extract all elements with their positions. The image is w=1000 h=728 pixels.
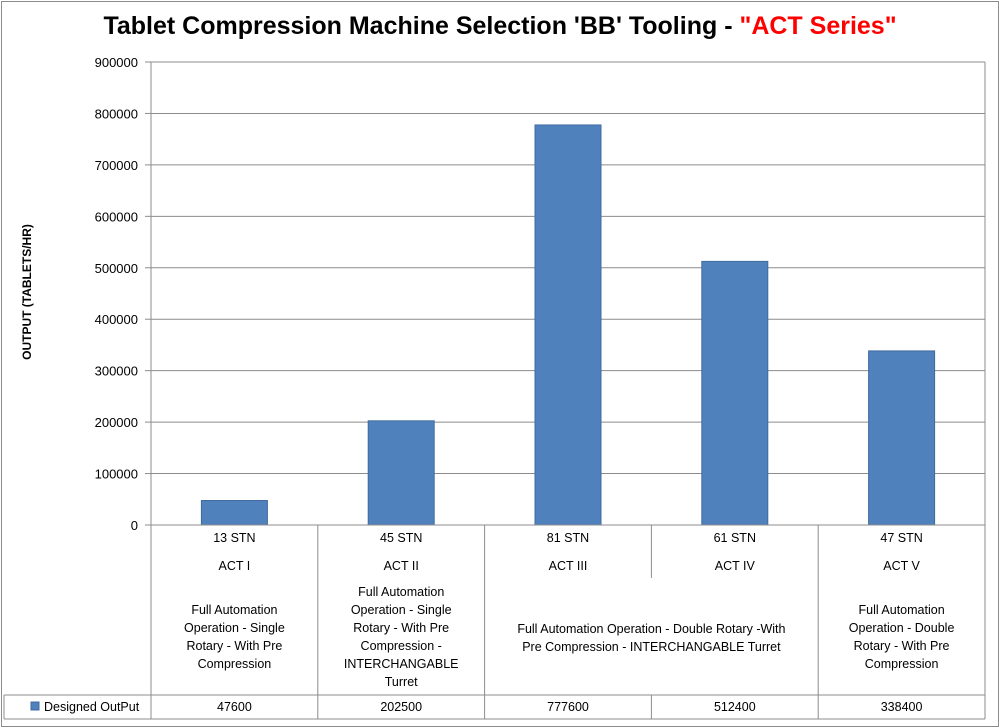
category-description-line: Full Automation xyxy=(859,603,945,617)
category-description-line: Rotary - With Pre xyxy=(186,639,282,653)
bar xyxy=(701,260,769,526)
category-description-line: Operation - Single xyxy=(184,621,285,635)
category-model-label: ACT V xyxy=(883,559,920,573)
legend-swatch xyxy=(30,701,40,711)
bar xyxy=(534,124,602,526)
y-tick-label: 0 xyxy=(131,518,138,533)
y-tick-label: 100000 xyxy=(95,467,138,482)
y-tick-label: 400000 xyxy=(95,312,138,327)
category-description-line: Compression - xyxy=(361,639,442,653)
category-description-line: Rotary - With Pre xyxy=(854,639,950,653)
category-stations-label: 61 STN xyxy=(714,531,756,545)
chart-title-highlight: "ACT Series" xyxy=(739,12,897,40)
category-description-line: INTERCHANGABLE xyxy=(344,657,459,671)
legend-label: Designed OutPut xyxy=(44,700,140,714)
category-stations-label: 45 STN xyxy=(380,531,422,545)
category-description-line: Compression xyxy=(198,657,272,671)
data-value-label: 777600 xyxy=(547,700,589,714)
category-stations-label: 81 STN xyxy=(547,531,589,545)
category-description-line: Turret xyxy=(385,675,418,689)
category-model-label: ACT III xyxy=(549,559,588,573)
category-model-label: ACT I xyxy=(219,559,251,573)
bar xyxy=(200,500,268,526)
category-stations-label: 13 STN xyxy=(213,531,255,545)
bar xyxy=(367,420,435,526)
data-value-label: 202500 xyxy=(380,700,422,714)
y-tick-label: 200000 xyxy=(95,415,138,430)
chart-title: Tablet Compression Machine Selection 'BB… xyxy=(0,12,1000,41)
category-description-line: Rotary - With Pre xyxy=(353,621,449,635)
y-tick-label: 900000 xyxy=(95,55,138,70)
y-tick-label: 700000 xyxy=(95,158,138,173)
y-tick-label: 300000 xyxy=(95,364,138,379)
y-tick-label: 600000 xyxy=(95,209,138,224)
merged-description-line: Pre Compression - INTERCHANGABLE Turret xyxy=(522,640,781,654)
chart-title-main: Tablet Compression Machine Selection 'BB… xyxy=(103,12,740,40)
category-model-label: ACT II xyxy=(384,559,419,573)
category-description-line: Operation - Single xyxy=(351,603,452,617)
category-description-line: Full Automation xyxy=(191,603,277,617)
category-description-line: Compression xyxy=(865,657,939,671)
merged-description-line: Full Automation Operation - Double Rotar… xyxy=(517,622,785,636)
y-tick-label: 500000 xyxy=(95,261,138,276)
category-model-label: ACT IV xyxy=(715,559,756,573)
bar xyxy=(868,350,936,526)
category-description-line: Operation - Double xyxy=(849,621,955,635)
data-value-label: 47600 xyxy=(217,700,252,714)
category-stations-label: 47 STN xyxy=(880,531,922,545)
data-value-label: 338400 xyxy=(881,700,923,714)
y-tick-label: 800000 xyxy=(95,106,138,121)
data-value-label: 512400 xyxy=(714,700,756,714)
category-description-line: Full Automation xyxy=(358,585,444,599)
